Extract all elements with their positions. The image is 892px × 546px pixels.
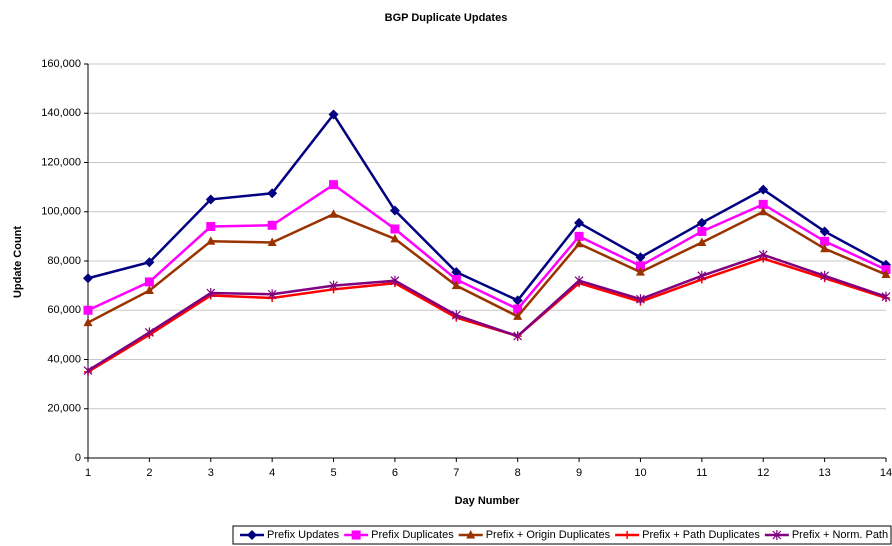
marker: [206, 236, 216, 245]
marker: [574, 238, 584, 248]
x-tick-label: 5: [330, 467, 336, 479]
marker: [83, 305, 93, 315]
y-tick-label: 100,000: [41, 206, 81, 218]
legend-label: Prefix + Norm. Path Duplicates: [792, 529, 892, 541]
marker: [635, 252, 646, 263]
y-tick-label: 40,000: [47, 353, 81, 365]
marker: [351, 530, 361, 540]
marker: [623, 531, 632, 539]
marker: [267, 220, 277, 230]
marker: [635, 261, 645, 271]
y-tick-label: 140,000: [41, 107, 81, 119]
marker: [390, 224, 400, 234]
marker: [820, 236, 830, 246]
y-tick-label: 120,000: [41, 156, 81, 168]
series-line: [87, 183, 887, 312]
marker: [451, 310, 461, 321]
x-tick-label: 1: [85, 467, 91, 479]
y-tick-label: 0: [75, 452, 81, 464]
marker: [758, 184, 769, 195]
x-tick-label: 12: [757, 467, 769, 479]
marker: [820, 270, 830, 281]
marker: [697, 226, 707, 236]
x-tick-label: 7: [453, 467, 459, 479]
y-tick-label: 60,000: [47, 304, 81, 316]
legend-label: Prefix + Origin Duplicates: [486, 529, 611, 541]
y-tick-label: 80,000: [47, 255, 81, 267]
legend-box: [232, 525, 892, 545]
y-axis-label: Update Count: [12, 226, 24, 298]
marker: [329, 209, 339, 218]
marker: [574, 231, 584, 241]
x-tick-label: 3: [208, 467, 214, 479]
series-line: [87, 112, 887, 302]
y-tick-label: 20,000: [47, 403, 81, 415]
legend-label: Prefix Duplicates: [371, 529, 454, 541]
marker: [267, 188, 278, 199]
marker: [206, 222, 216, 232]
y-tick-label: 160,000: [41, 58, 81, 70]
marker: [758, 206, 768, 216]
marker: [83, 317, 93, 327]
marker: [820, 243, 830, 253]
x-tick-label: 2: [146, 467, 152, 479]
legend-label: Prefix + Path Duplicates: [642, 529, 760, 541]
marker: [329, 280, 338, 291]
marker: [390, 275, 400, 286]
marker: [636, 294, 645, 305]
x-tick-label: 4: [269, 467, 275, 479]
x-tick-label: 11: [696, 467, 707, 479]
marker: [513, 331, 523, 342]
x-tick-label: 14: [880, 467, 892, 479]
series-line: [87, 253, 887, 372]
marker: [574, 275, 584, 286]
series-line: [87, 257, 887, 373]
marker: [144, 285, 154, 295]
legend: Prefix Updates Prefix Duplicates Prefix + …: [232, 525, 892, 545]
marker: [144, 327, 154, 338]
marker: [83, 273, 93, 284]
marker: [247, 530, 257, 540]
marker: [513, 304, 523, 314]
marker: [696, 217, 707, 228]
marker: [205, 194, 216, 205]
marker: [206, 288, 216, 299]
marker: [697, 270, 707, 281]
marker: [772, 530, 782, 540]
marker: [267, 289, 277, 300]
marker: [83, 365, 93, 376]
marker: [758, 249, 768, 260]
marker: [451, 267, 462, 278]
marker: [635, 267, 645, 276]
marker: [451, 280, 461, 290]
chart-title: BGP Duplicate Updates: [385, 12, 508, 24]
marker: [513, 311, 523, 320]
marker: [328, 109, 339, 120]
marker: [881, 291, 891, 302]
legend-label: Prefix Updates: [267, 529, 340, 541]
marker: [451, 274, 461, 284]
marker: [466, 530, 476, 539]
x-tick-label: 8: [515, 467, 521, 479]
marker: [329, 180, 339, 190]
marker: [144, 257, 155, 268]
x-axis-label: Day Number: [455, 495, 521, 507]
marker: [512, 295, 523, 306]
x-tick-label: 10: [634, 467, 646, 479]
series-line: [87, 210, 887, 324]
x-tick-label: 13: [818, 467, 830, 479]
marker: [267, 237, 277, 247]
marker: [758, 199, 768, 209]
marker: [697, 237, 707, 247]
marker: [881, 269, 891, 279]
x-tick-label: 6: [392, 467, 398, 479]
marker: [390, 233, 400, 243]
marker: [574, 217, 585, 228]
marker: [144, 277, 154, 287]
marker: [389, 205, 400, 216]
marker: [819, 226, 830, 237]
x-tick-label: 9: [576, 467, 582, 479]
